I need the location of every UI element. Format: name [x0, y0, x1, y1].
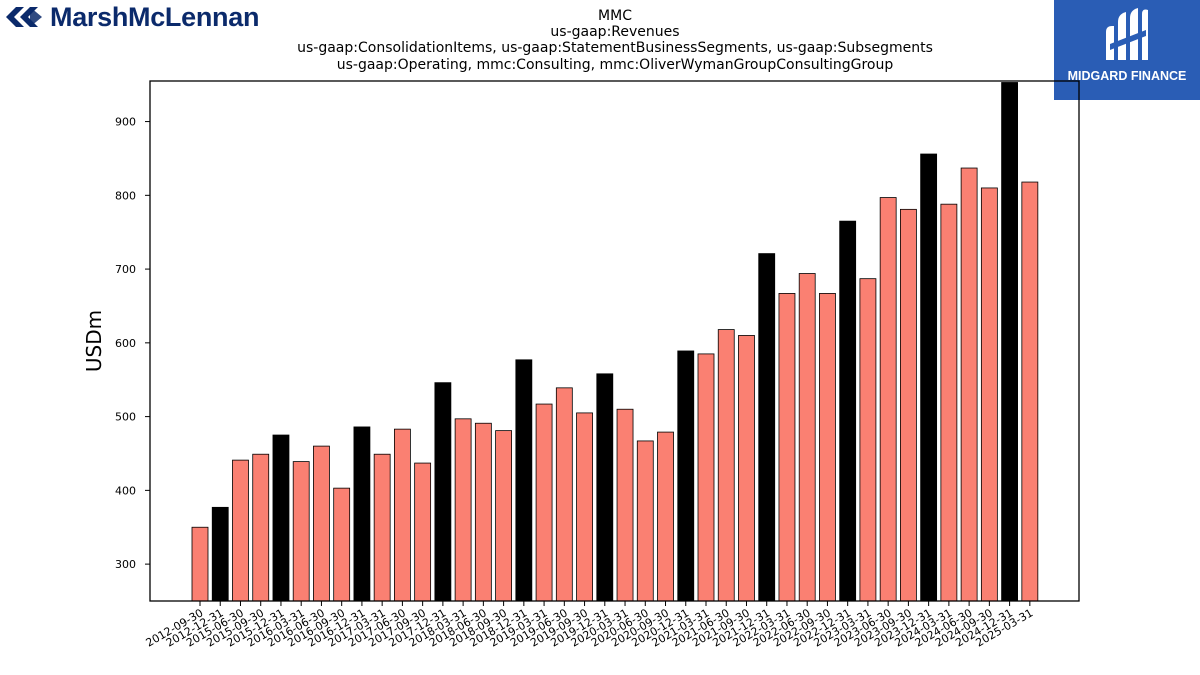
y-tick-label: 300 — [115, 558, 136, 571]
bar — [474, 422, 492, 602]
bar — [191, 526, 209, 602]
y-tick-label: 500 — [115, 411, 136, 424]
bar — [333, 487, 351, 602]
chart-title-line: us-gaap:Revenues — [550, 24, 679, 40]
midgard-finance-wordmark: MIDGARD FINANCE — [1067, 69, 1187, 83]
bar — [232, 459, 249, 602]
bar — [353, 426, 371, 602]
bar — [393, 428, 411, 602]
marsh-mclennan-logo: MarshMcLennan — [4, 2, 259, 32]
bar — [1001, 82, 1018, 602]
chart-title-line: us-gaap:Operating, mmc:Consulting, mmc:O… — [337, 57, 894, 73]
bar — [819, 293, 836, 602]
bar — [616, 408, 634, 602]
y-axis-label: USDm — [82, 310, 106, 372]
marsh-mclennan-wordmark: MarshMcLennan — [50, 1, 260, 32]
y-tick-label: 900 — [115, 116, 136, 129]
bar — [596, 373, 614, 602]
bar — [1021, 181, 1039, 602]
bar — [211, 506, 229, 602]
bar — [697, 353, 715, 602]
bar — [313, 445, 330, 602]
bar — [859, 278, 877, 602]
bar — [758, 253, 776, 602]
bar — [900, 208, 917, 602]
y-axis: 300 400 500 600 700 800 900 — [115, 116, 150, 571]
bar — [778, 293, 796, 602]
bar — [980, 187, 998, 602]
chart-title: MMC us-gaap:Revenues us-gaap:Consolidati… — [297, 8, 933, 73]
bar-series — [191, 82, 1039, 602]
marsh-mclennan-chevron-icon — [6, 7, 42, 27]
bar — [555, 387, 573, 602]
bar — [636, 440, 654, 602]
plot-frame — [149, 80, 1080, 602]
midgard-finance-logo: MIDGARD FINANCE — [1054, 0, 1200, 100]
bar — [252, 453, 270, 602]
bar — [839, 220, 857, 602]
bar — [454, 418, 472, 602]
midgard-finance-logo-icon — [1106, 8, 1148, 60]
bar — [738, 335, 755, 602]
bar — [292, 461, 310, 602]
x-axis: 2012-09-302012-12-312015-06-302015-09-30… — [144, 601, 1035, 650]
chart-title-line: us-gaap:ConsolidationItems, us-gaap:Stat… — [297, 40, 933, 56]
y-tick-label: 800 — [115, 189, 136, 202]
y-tick-label: 700 — [115, 263, 136, 276]
bar — [373, 453, 391, 602]
bar — [434, 382, 452, 602]
bar — [272, 434, 290, 602]
bar — [677, 350, 695, 602]
bar — [535, 403, 553, 602]
bar — [940, 203, 958, 602]
bar — [657, 431, 674, 602]
bar — [960, 167, 978, 602]
chart-title-line: MMC — [598, 8, 632, 24]
bar — [717, 329, 735, 602]
bar — [798, 273, 816, 602]
bar — [414, 462, 432, 602]
bar — [879, 197, 897, 602]
y-tick-label: 600 — [115, 337, 136, 350]
bar — [920, 153, 938, 602]
bar — [576, 412, 593, 602]
y-tick-label: 400 — [115, 484, 136, 497]
bar — [495, 430, 513, 602]
bar — [515, 359, 533, 602]
